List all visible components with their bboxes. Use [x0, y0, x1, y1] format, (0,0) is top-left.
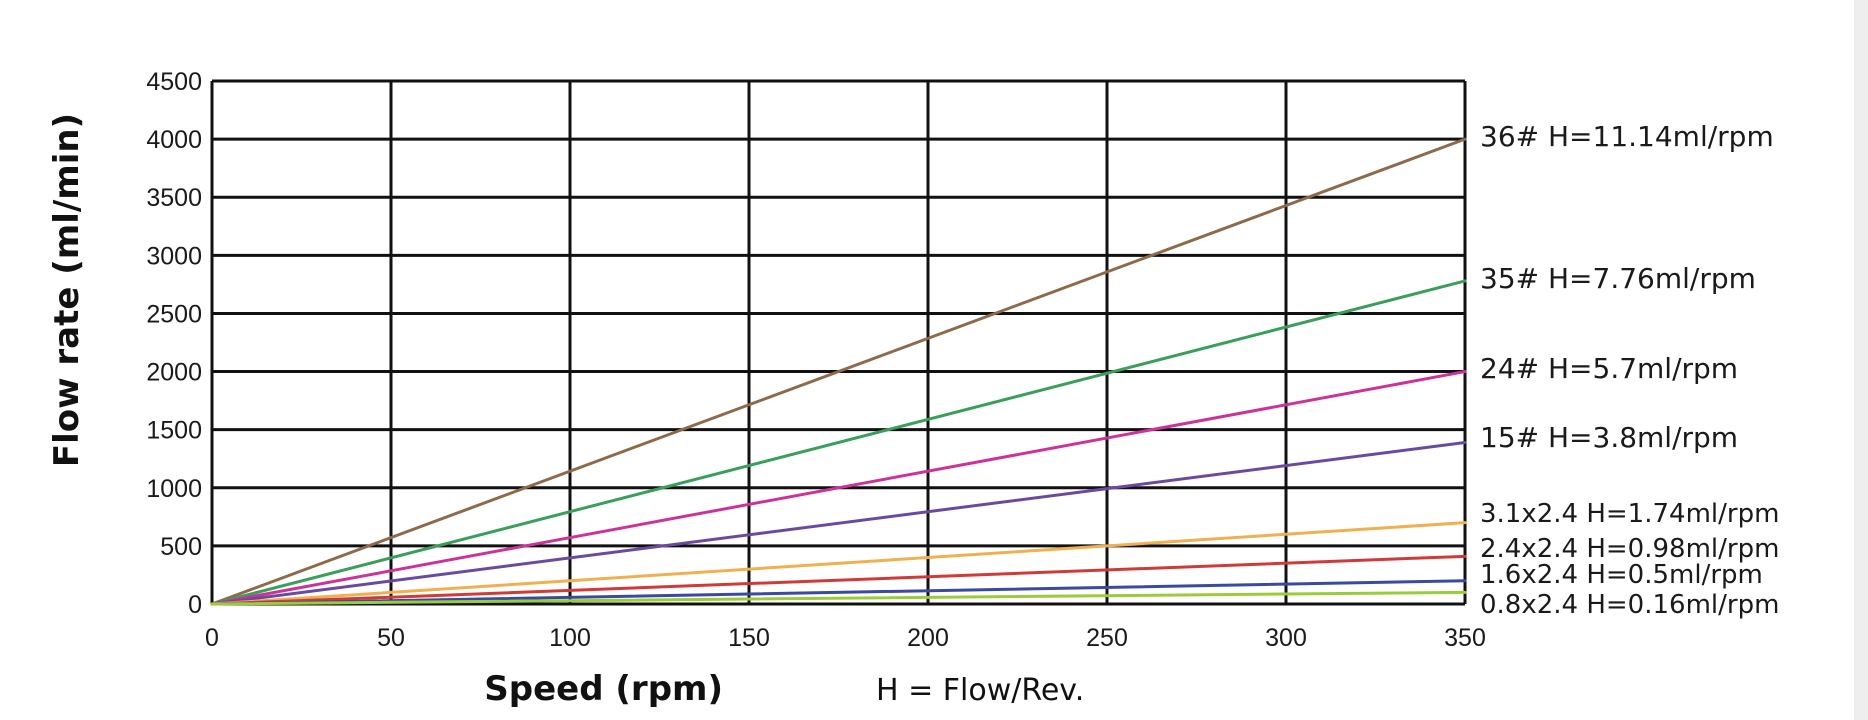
y-tick-label: 3000 [146, 242, 202, 270]
y-tick-label: 4000 [146, 126, 202, 154]
x-tick-label: 150 [728, 624, 770, 652]
series-line [210, 370, 1467, 606]
y-tick-label: 3500 [146, 184, 202, 212]
series-line [210, 554, 1467, 606]
x-tick-label: 200 [907, 624, 949, 652]
series-line [210, 279, 1467, 606]
series-label: 35# H=7.76ml/rpm [1480, 262, 1756, 295]
x-tick-label: 100 [549, 624, 591, 652]
series-label: 24# H=5.7ml/rpm [1480, 352, 1738, 385]
series-line [210, 440, 1467, 606]
y-axis-title: Flow rate (ml/min) [47, 113, 87, 467]
grid-lines [210, 79, 1467, 606]
series-line [210, 521, 1467, 606]
series-line [210, 590, 1467, 606]
series-lines [210, 137, 1467, 606]
y-tick-label: 4500 [146, 68, 202, 96]
x-tick-label: 50 [377, 624, 405, 652]
y-tick-label: 500 [160, 533, 202, 561]
x-tick-label: 250 [1086, 624, 1128, 652]
tick-labels: 0 50 100 150 200 250 300 3500500100015002000250… [146, 68, 1485, 652]
series-label: 15# H=3.8ml/rpm [1480, 421, 1738, 454]
x-axis-title: Speed (rpm) [484, 669, 723, 709]
y-tick-label: 2500 [146, 300, 202, 328]
series-line [210, 579, 1467, 606]
series-label: 1.6x2.4 H=0.5ml/rpm [1480, 560, 1763, 590]
y-tick-label: 1500 [146, 417, 202, 445]
series-labels: 36# H=11.14ml/rpm 35# H=7.76ml/rpm 24# H=5… [1480, 120, 1779, 620]
window-edge [1854, 0, 1868, 720]
series-label: 2.4x2.4 H=0.98ml/rpm [1480, 534, 1779, 564]
x-axis-note: H = Flow/Rev. [876, 673, 1084, 708]
x-tick-label: 350 [1444, 624, 1486, 652]
series-label: 3.1x2.4 H=1.74ml/rpm [1480, 499, 1779, 529]
x-tick-label: 0 [205, 624, 219, 652]
y-tick-label: 0 [188, 591, 202, 619]
x-tick-label: 300 [1265, 624, 1307, 652]
series-label: 0.8x2.4 H=0.16ml/rpm [1480, 590, 1779, 620]
y-tick-label: 1000 [146, 475, 202, 503]
y-tick-label: 2000 [146, 359, 202, 387]
series-line [210, 137, 1467, 606]
series-label: 36# H=11.14ml/rpm [1480, 120, 1774, 153]
